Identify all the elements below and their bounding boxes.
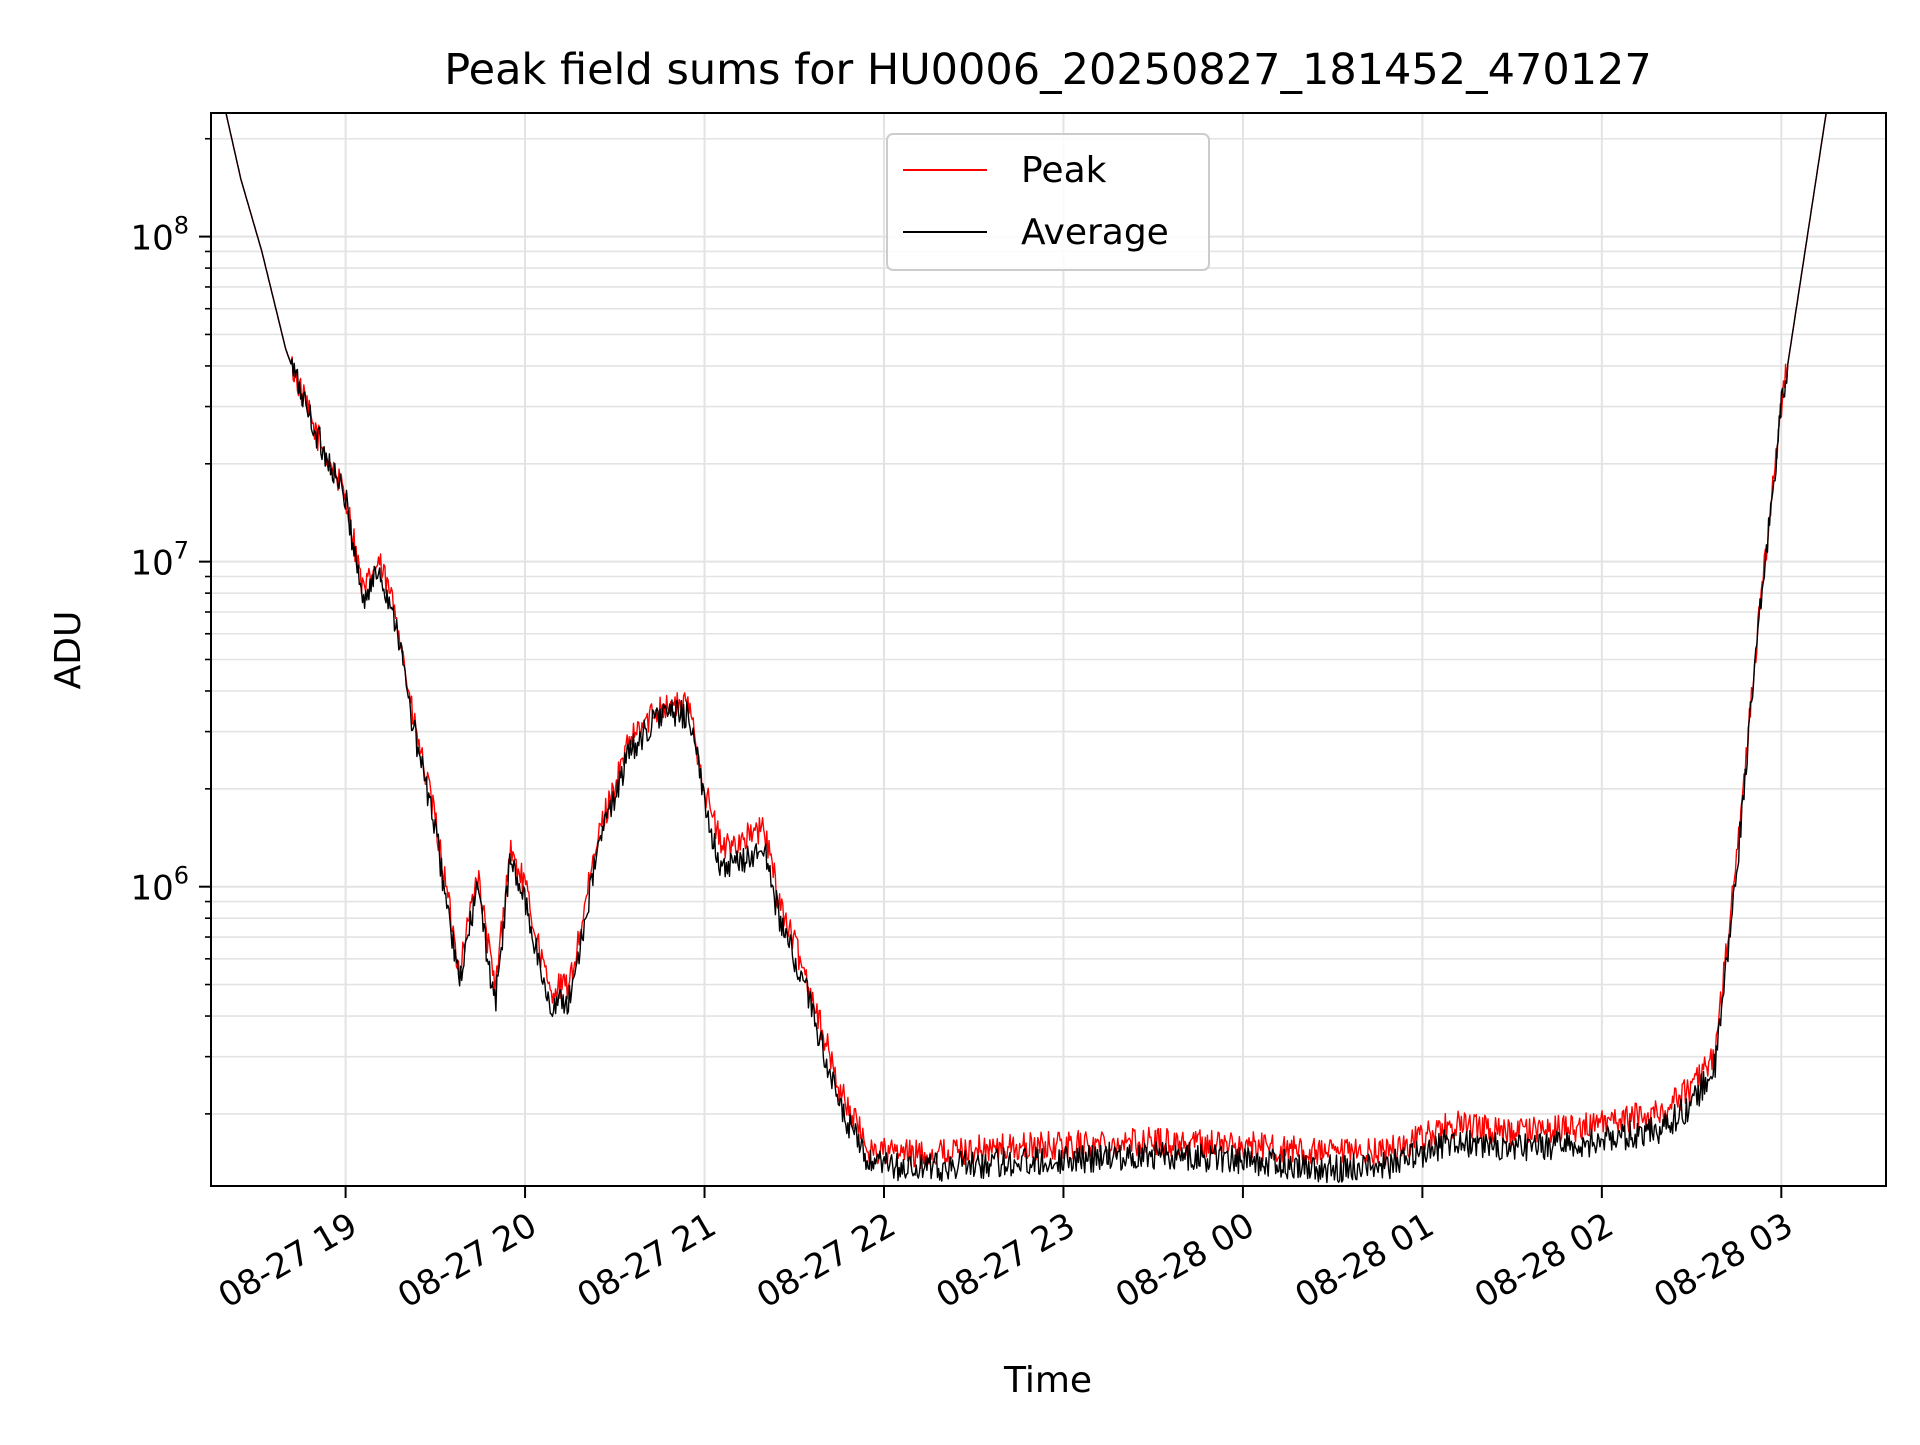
series-line-average <box>225 112 1827 1184</box>
series-layer <box>225 112 1827 1184</box>
x-axis-label: Time <box>1003 1360 1092 1401</box>
y-tick-label: 106 <box>130 862 189 909</box>
legend-label-average: Average <box>1021 212 1169 253</box>
plot-area-frame <box>210 112 1887 1187</box>
chart-title: Peak field sums for HU0006_20250827_1814… <box>444 45 1652 95</box>
legend: Peak Average <box>886 133 1210 271</box>
y-tick-label: 107 <box>130 537 189 584</box>
legend-label-peak: Peak <box>1021 150 1107 191</box>
y-axis-ticks: 106 107 108 <box>130 137 211 1115</box>
y-axis-label: ADU <box>48 611 89 690</box>
grid <box>211 113 1886 1186</box>
series-line-peak <box>225 112 1827 1170</box>
y-tick-label: 108 <box>130 212 189 259</box>
legend-box <box>886 133 1210 271</box>
